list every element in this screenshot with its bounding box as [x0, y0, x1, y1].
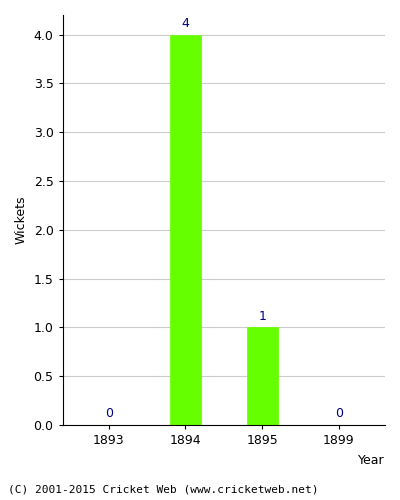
Text: 4: 4 [182, 16, 189, 30]
Bar [170, 34, 201, 425]
Y-axis label: Wickets: Wickets [15, 196, 28, 244]
Text: 0: 0 [335, 407, 343, 420]
Bar [247, 328, 278, 425]
Text: Year: Year [358, 454, 385, 467]
Text: 0: 0 [105, 407, 113, 420]
Text: 1: 1 [258, 310, 266, 322]
Text: (C) 2001-2015 Cricket Web (www.cricketweb.net): (C) 2001-2015 Cricket Web (www.cricketwe… [8, 485, 318, 495]
